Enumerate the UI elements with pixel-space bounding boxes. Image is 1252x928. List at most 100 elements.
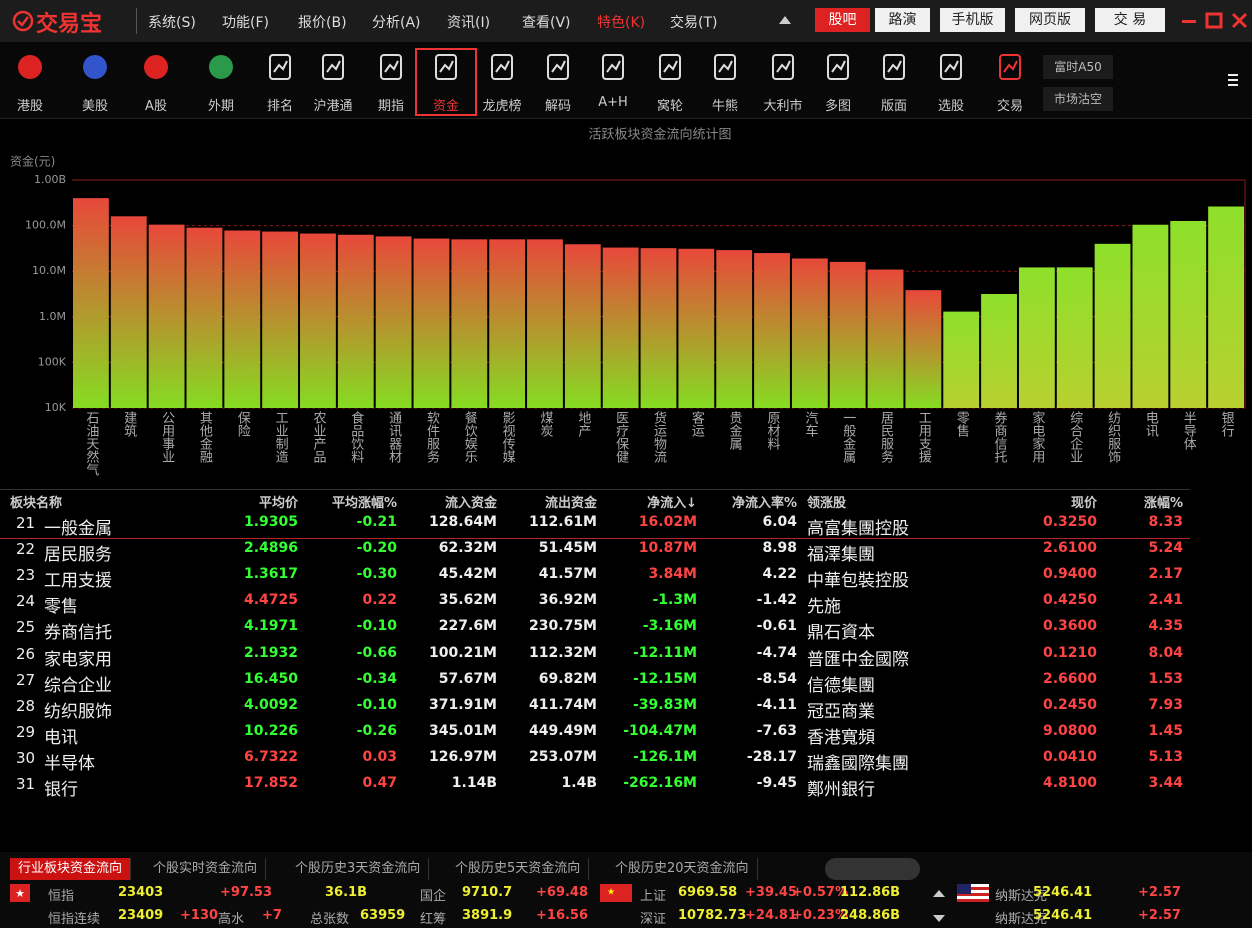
x-tick-label: 煤炭	[537, 411, 553, 438]
menu-button[interactable]: 路演	[875, 8, 930, 32]
tab[interactable]: 行业板块资金流向	[10, 858, 132, 880]
tool-icon[interactable]	[377, 52, 405, 82]
tool-icon[interactable]	[16, 52, 44, 82]
tool-label[interactable]: A+H	[598, 95, 628, 110]
tool-label[interactable]: 资金	[432, 99, 460, 114]
side-button[interactable]: 富时A50	[1043, 55, 1113, 79]
menu-button[interactable]: 网页版	[1015, 8, 1085, 32]
table-cell: 0.2450	[1042, 696, 1097, 713]
table-cell: 券商信托	[44, 623, 112, 644]
more-icon[interactable]	[1226, 72, 1240, 88]
tool-label[interactable]: 交易	[996, 99, 1024, 114]
table-cell: 10.226	[243, 722, 298, 739]
tool-label[interactable]: 牛熊	[711, 99, 739, 114]
table-cell: 30	[16, 748, 36, 767]
tool-label[interactable]: 沪港通	[313, 99, 353, 114]
menu-item[interactable]: 报价(B)	[298, 15, 347, 31]
menu-item[interactable]: 特色(K)	[597, 15, 646, 31]
menu-item[interactable]: 分析(A)	[372, 15, 421, 31]
tool-label[interactable]: 选股	[937, 99, 965, 114]
tool-icon[interactable]	[880, 52, 908, 82]
tool-icon[interactable]	[656, 52, 684, 82]
ticker-item: 23403	[118, 885, 164, 900]
table-cell: -0.34	[356, 670, 397, 687]
table-cell: 112.61M	[529, 514, 597, 530]
column-header: 领涨股	[807, 496, 847, 511]
menu-button[interactable]: 交 易	[1095, 8, 1165, 32]
tool-label[interactable]: 版面	[880, 99, 908, 114]
table-cell: 449.49M	[529, 722, 597, 739]
tab[interactable]: 个股历史5天资金流向	[447, 858, 590, 880]
table-cell: -4.74	[756, 644, 797, 661]
table-cell: 普匯中金國際	[807, 649, 909, 670]
x-tick-label: 工业制造	[273, 411, 289, 464]
tool-icon[interactable]	[599, 52, 627, 82]
y-tick-label: 100.0M	[25, 219, 66, 232]
tool-icon[interactable]	[711, 52, 739, 82]
bar	[1056, 267, 1093, 408]
tab[interactable]: 个股实时资金流向	[145, 858, 267, 880]
bar	[791, 258, 828, 408]
menu-item[interactable]: 功能(F)	[222, 15, 269, 31]
tool-icon[interactable]	[266, 52, 294, 82]
bar	[224, 230, 261, 408]
table-cell: 6.04	[762, 514, 797, 530]
menu-button[interactable]: 股吧	[815, 8, 870, 32]
tool-icon[interactable]	[432, 52, 460, 82]
tool-label[interactable]: 窝轮	[656, 99, 684, 114]
collapse-icon[interactable]	[778, 14, 792, 26]
table-cell: 0.22	[362, 592, 397, 609]
bar	[375, 236, 412, 408]
menu-item[interactable]: 查看(V)	[522, 15, 571, 31]
menu-item[interactable]: 资讯(I)	[447, 15, 491, 31]
tool-icon[interactable]	[488, 52, 516, 82]
column-header: 流入资金	[444, 496, 497, 511]
tool-icon[interactable]	[544, 52, 572, 82]
side-button[interactable]: 市场沽空	[1043, 87, 1113, 111]
tool-label[interactable]: 外期	[207, 99, 235, 114]
tab[interactable]: 个股历史20天资金流向	[607, 858, 758, 880]
tool-label[interactable]: A股	[145, 99, 167, 114]
table-cell: 126.97M	[429, 748, 497, 765]
table-cell: 8.04	[1148, 644, 1183, 661]
table-cell: 0.9400	[1042, 566, 1097, 583]
tool-icon[interactable]	[81, 52, 109, 82]
tool-label[interactable]: 港股	[16, 99, 44, 114]
tool-icon[interactable]	[142, 52, 170, 82]
table-cell: 4.8100	[1042, 775, 1097, 791]
menu-button[interactable]: 手机版	[940, 8, 1005, 32]
table-cell: 7.93	[1148, 696, 1183, 713]
window-controls[interactable]	[1180, 10, 1250, 32]
table-cell: 10.87M	[638, 540, 697, 557]
table-cell: -0.26	[356, 722, 397, 739]
tool-label[interactable]: 龙虎榜	[482, 99, 522, 114]
tool-icon[interactable]	[207, 52, 235, 82]
tool-label[interactable]: 多图	[824, 99, 852, 114]
tool-icon[interactable]	[319, 52, 347, 82]
bar	[527, 239, 563, 408]
tool-icon[interactable]	[996, 52, 1024, 82]
y-tick-label: 10K	[45, 401, 67, 414]
tool-label[interactable]: 美股	[81, 99, 109, 114]
y-tick-label: 1.00B	[34, 173, 66, 186]
table-cell: -8.54	[756, 670, 797, 687]
tool-icon[interactable]	[937, 52, 965, 82]
tab[interactable]: 个股历史3天资金流向	[287, 858, 430, 880]
tool-label[interactable]: 大利市	[763, 99, 803, 114]
menu-item[interactable]: 交易(T)	[670, 15, 718, 31]
menu-item[interactable]: 系统(S)	[148, 15, 196, 31]
column-header: 现价	[1070, 496, 1097, 511]
scrollbar[interactable]	[825, 858, 920, 880]
x-tick-label: 券商信托	[992, 410, 1008, 463]
tool-label[interactable]: 解码	[544, 99, 572, 114]
tool-icon[interactable]	[824, 52, 852, 82]
tool-icon[interactable]	[769, 52, 797, 82]
hk-flag: ★	[10, 884, 30, 902]
tool-label[interactable]: 排名	[266, 99, 294, 114]
table-cell: 25	[16, 618, 36, 637]
logo-icon	[12, 10, 34, 32]
table-cell: 3.44	[1148, 775, 1183, 791]
bar	[716, 250, 753, 408]
table-cell: 工用支援	[44, 571, 112, 592]
tool-label[interactable]: 期指	[377, 99, 405, 114]
